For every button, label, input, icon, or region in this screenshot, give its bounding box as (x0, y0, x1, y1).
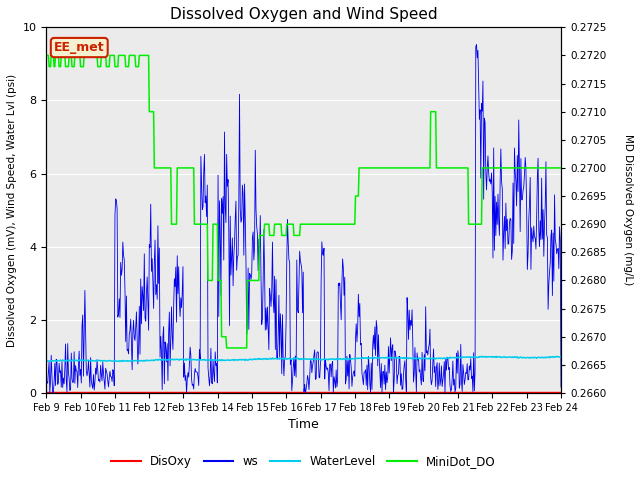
X-axis label: Time: Time (288, 418, 319, 431)
DisOxy (366, 389, 374, 395)
Line: MiniDot_DO: MiniDot_DO (46, 55, 561, 348)
Y-axis label: Dissolved Oxygen (mV), Wind Speed, Water Lvl (psi): Dissolved Oxygen (mV), Wind Speed, Water… (7, 73, 17, 347)
ws (52, 383, 60, 388)
Legend: DisOxy, ws, WaterLevel, MiniDot_DO: DisOxy, ws, WaterLevel, MiniDot_DO (106, 450, 500, 472)
WaterLevel (185, 357, 193, 362)
MiniDot_DO (184, 165, 192, 171)
WaterLevel (52, 358, 60, 364)
DisOxy (52, 389, 60, 395)
WaterLevel (157, 357, 165, 362)
DisOxy (184, 389, 192, 395)
MiniDot_DO (223, 345, 230, 351)
ws (157, 334, 164, 339)
ws (557, 384, 565, 390)
ws (42, 381, 50, 387)
ws (184, 370, 192, 375)
MiniDot_DO (381, 165, 389, 171)
DisOxy (157, 389, 164, 395)
ws (301, 390, 309, 396)
MiniDot_DO (105, 64, 113, 70)
ws (381, 387, 389, 393)
MiniDot_DO (157, 165, 164, 171)
ws (473, 42, 481, 48)
Line: WaterLevel: WaterLevel (46, 356, 561, 361)
MiniDot_DO (42, 52, 50, 58)
DisOxy (381, 389, 388, 395)
WaterLevel (553, 353, 561, 359)
Title: Dissolved Oxygen and Wind Speed: Dissolved Oxygen and Wind Speed (170, 7, 437, 22)
Text: EE_met: EE_met (54, 41, 104, 54)
DisOxy (42, 389, 50, 395)
WaterLevel (557, 353, 565, 359)
MiniDot_DO (367, 165, 374, 171)
DisOxy (105, 389, 113, 395)
WaterLevel (367, 355, 374, 361)
MiniDot_DO (52, 52, 60, 58)
WaterLevel (381, 355, 389, 361)
WaterLevel (42, 358, 50, 363)
WaterLevel (105, 358, 113, 363)
WaterLevel (116, 359, 124, 364)
MiniDot_DO (557, 165, 565, 171)
DisOxy (557, 389, 565, 395)
Y-axis label: MD Dissolved Oxygen (mg/L): MD Dissolved Oxygen (mg/L) (623, 134, 633, 286)
Line: ws: ws (46, 45, 561, 393)
ws (105, 384, 113, 390)
ws (367, 389, 374, 395)
